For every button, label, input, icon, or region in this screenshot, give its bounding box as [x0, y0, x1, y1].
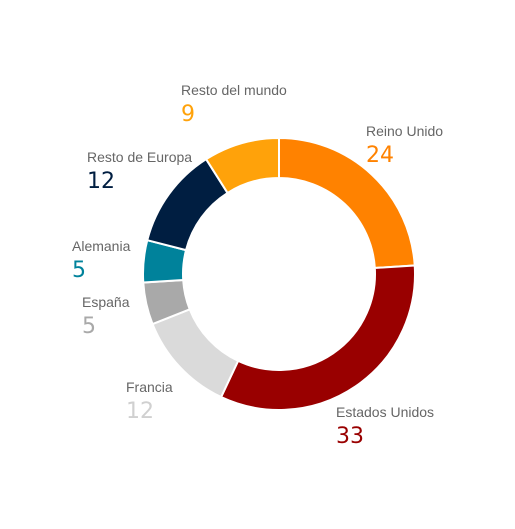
- slice-label: Estados Unidos: [336, 404, 434, 420]
- donut-slices: [142, 136, 416, 411]
- slice-value: 24: [366, 143, 394, 168]
- slice-label: Resto del mundo: [181, 82, 287, 98]
- slice-labels: Reino Unido 24 Estados Unidos 33 Francia 12 Es…: [72, 82, 443, 449]
- slice-value: 12: [87, 169, 115, 194]
- slice-value: 9: [181, 102, 195, 127]
- slice-label: España: [82, 294, 130, 310]
- slice-label: Reino Unido: [366, 123, 443, 139]
- slice-value: 33: [336, 424, 364, 449]
- slice-label: Alemania: [72, 238, 131, 254]
- slice-value: 5: [72, 258, 86, 283]
- slice-label: Francia: [126, 379, 173, 395]
- slice-reino-unido: [278, 136, 416, 270]
- slice-resto-del-mundo: [204, 136, 280, 195]
- slice-value: 12: [126, 399, 154, 424]
- slice-label: Resto de Europa: [87, 149, 192, 165]
- slice-estados-unidos: [219, 264, 416, 411]
- slice-value: 5: [82, 314, 96, 339]
